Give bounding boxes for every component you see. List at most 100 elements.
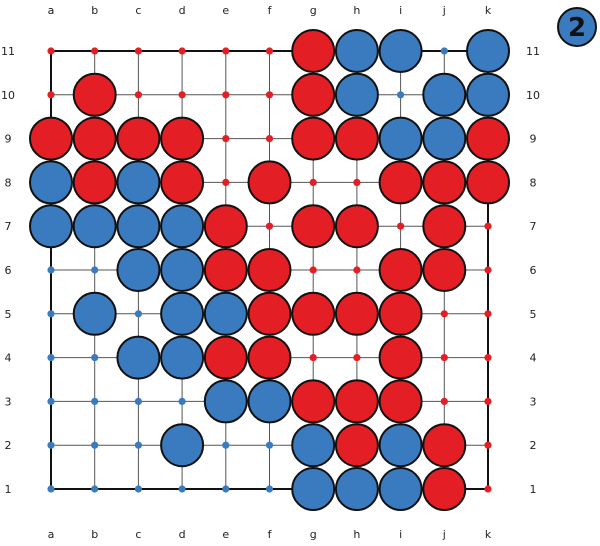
empty-point-f9[interactable] — [265, 135, 274, 143]
empty-point-e10[interactable] — [222, 91, 230, 99]
column-label-bottom: c — [135, 528, 141, 541]
blue-stone-k10 — [466, 72, 510, 117]
empty-point-e1[interactable] — [222, 485, 230, 493]
red-stone-h9 — [334, 116, 379, 161]
empty-point-i7[interactable] — [397, 222, 405, 230]
blue-stone-b5 — [72, 291, 117, 336]
empty-point-k7[interactable] — [484, 222, 492, 230]
empty-point-k2[interactable] — [484, 441, 492, 449]
red-stone-g11 — [291, 29, 336, 73]
empty-point-k5[interactable] — [484, 310, 492, 318]
empty-point-j11[interactable] — [440, 47, 448, 55]
column-label-top: c — [135, 4, 141, 17]
empty-point-g8[interactable] — [309, 178, 317, 186]
empty-point-g4[interactable] — [309, 354, 317, 362]
red-stone-e4 — [203, 335, 248, 380]
red-stone-h7 — [334, 204, 379, 249]
row-label-left: 9 — [5, 133, 12, 146]
empty-point-c3[interactable] — [134, 397, 142, 405]
row-label-right: 2 — [530, 439, 537, 452]
empty-point-e2[interactable] — [222, 441, 230, 449]
red-stone-b10 — [72, 72, 117, 117]
empty-point-a1[interactable] — [47, 485, 55, 493]
empty-point-k4[interactable] — [484, 354, 492, 362]
empty-point-a3[interactable] — [47, 397, 55, 405]
blue-stone-c8 — [116, 160, 161, 205]
empty-point-f2[interactable] — [265, 441, 274, 449]
red-stone-j1 — [422, 467, 467, 511]
empty-point-b4[interactable] — [91, 354, 99, 362]
empty-point-a10[interactable] — [47, 91, 55, 99]
row-label-left: 11 — [1, 45, 15, 58]
blue-stone-c6 — [116, 248, 161, 292]
empty-point-d11[interactable] — [178, 47, 186, 55]
empty-point-d10[interactable] — [178, 91, 186, 99]
empty-point-h6[interactable] — [353, 266, 361, 274]
empty-point-f7[interactable] — [265, 222, 274, 230]
blue-stone-j9 — [422, 116, 467, 161]
red-stone-f5 — [247, 291, 292, 336]
empty-point-i10[interactable] — [397, 91, 405, 99]
empty-point-a11[interactable] — [47, 47, 55, 55]
column-label-top: a — [48, 4, 55, 17]
red-stone-k9 — [466, 116, 510, 161]
empty-point-c5[interactable] — [134, 310, 142, 318]
column-label-top: i — [399, 4, 402, 17]
row-label-right: 11 — [526, 45, 540, 58]
empty-point-f1[interactable] — [265, 485, 274, 493]
empty-point-h4[interactable] — [353, 354, 361, 362]
red-stone-a9 — [29, 116, 73, 161]
row-label-left: 4 — [5, 352, 12, 365]
empty-point-b2[interactable] — [91, 441, 99, 449]
empty-point-e11[interactable] — [222, 47, 230, 55]
empty-point-k1[interactable] — [484, 485, 492, 493]
empty-point-g6[interactable] — [309, 266, 317, 274]
move-number-badge: 2 — [557, 7, 597, 47]
blue-stone-d4 — [160, 335, 205, 380]
empty-point-k6[interactable] — [484, 266, 492, 274]
empty-point-b6[interactable] — [91, 266, 99, 274]
blue-stone-d6 — [160, 248, 205, 292]
blue-stone-i2 — [378, 423, 423, 468]
empty-point-d3[interactable] — [178, 397, 186, 405]
empty-point-f10[interactable] — [265, 91, 274, 99]
row-label-left: 3 — [5, 395, 12, 408]
empty-point-d1[interactable] — [178, 485, 186, 493]
empty-point-e9[interactable] — [222, 135, 230, 143]
empty-point-j4[interactable] — [440, 354, 448, 362]
red-stone-i8 — [378, 160, 423, 205]
empty-point-c11[interactable] — [134, 47, 142, 55]
empty-point-j5[interactable] — [440, 310, 448, 318]
empty-point-a4[interactable] — [47, 354, 55, 362]
blue-stone-h10 — [334, 72, 379, 117]
board-cells — [29, 29, 510, 511]
red-stone-g5 — [291, 291, 336, 336]
empty-point-b1[interactable] — [91, 485, 99, 493]
blue-stone-f3 — [247, 379, 292, 424]
row-label-left: 7 — [5, 220, 12, 233]
red-stone-g7 — [291, 204, 336, 249]
red-stone-i6 — [378, 248, 423, 292]
empty-point-k3[interactable] — [484, 397, 492, 405]
empty-point-c2[interactable] — [134, 441, 142, 449]
empty-point-c10[interactable] — [134, 91, 142, 99]
red-stone-j8 — [422, 160, 467, 205]
column-label-top: b — [91, 4, 98, 17]
empty-point-j3[interactable] — [440, 397, 448, 405]
blue-stone-c7 — [116, 204, 161, 249]
red-stone-b9 — [72, 116, 117, 161]
column-label-bottom: g — [310, 528, 317, 541]
empty-point-a5[interactable] — [47, 310, 55, 318]
red-stone-j6 — [422, 248, 467, 292]
red-stone-b8 — [72, 160, 117, 205]
empty-point-a6[interactable] — [47, 266, 55, 274]
empty-point-a2[interactable] — [47, 441, 55, 449]
blue-stone-a7 — [29, 204, 73, 249]
empty-point-e8[interactable] — [222, 178, 230, 186]
empty-point-c1[interactable] — [134, 485, 142, 493]
empty-point-h8[interactable] — [353, 178, 361, 186]
red-stone-i4 — [378, 335, 423, 380]
empty-point-b11[interactable] — [91, 47, 99, 55]
empty-point-b3[interactable] — [91, 397, 99, 405]
empty-point-f11[interactable] — [265, 47, 274, 55]
